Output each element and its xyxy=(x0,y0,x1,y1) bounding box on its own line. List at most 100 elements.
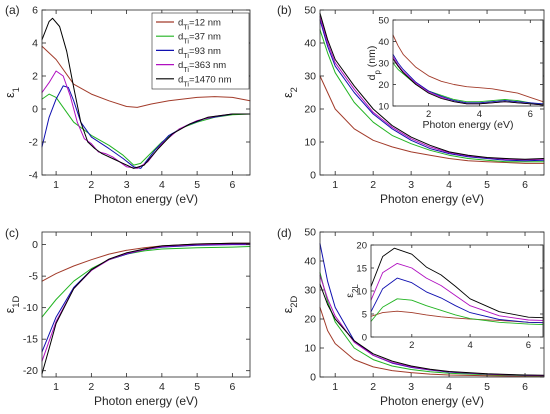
inset-1-ytick-label: 40 xyxy=(378,37,389,48)
panel-3-xtick-label: 4 xyxy=(446,381,452,393)
panel-1-xtick-label: 3 xyxy=(408,179,414,191)
y-axis-label: ε1D xyxy=(3,295,21,313)
panel-2-xtick-label: 4 xyxy=(159,381,165,393)
y-axis-label: ε1 xyxy=(3,87,21,98)
panel-3-xtick-label: 6 xyxy=(522,381,528,393)
panel-0-xtick-label: 5 xyxy=(194,179,200,191)
y-axis-label: ε2 xyxy=(281,87,299,98)
panel-0-ytick-label: 4 xyxy=(32,38,38,50)
panel-1-series-dTi_93nm xyxy=(319,19,545,162)
panel-1-series-dTi_37nm xyxy=(319,29,545,163)
legend-entry-dTi_93nm-rest: =93 nm xyxy=(189,46,221,57)
panel-2-frame xyxy=(41,231,251,378)
legend-entry-dTi_12nm-sub: Ti xyxy=(183,24,189,32)
inset-1-series-dTi_12nm xyxy=(392,34,544,103)
panel-3-xtick-label: 3 xyxy=(408,381,414,393)
panel-3-series-dTi_37nm xyxy=(319,272,545,377)
panel-2-xtick-label: 6 xyxy=(229,381,235,393)
inset-y-axis-label-sub: 2L xyxy=(351,284,360,293)
panel-3-series-dTi_1470nm xyxy=(319,283,545,376)
panel-0-xtick-label: 4 xyxy=(159,179,165,191)
panel-label: (c) xyxy=(5,226,19,240)
panel-1-series-dTi_363nm xyxy=(319,16,545,161)
panel-0-xtick-label: 3 xyxy=(124,179,130,191)
inset-1-background xyxy=(393,20,543,106)
legend-entry-dTi_363nm-base: d xyxy=(178,60,183,71)
y-axis-label-base: ε xyxy=(281,307,295,313)
inset-1-series-dTi_93nm xyxy=(392,53,544,105)
legend-entry-dTi_93nm: dTi=93 nm xyxy=(178,46,221,60)
panel-2-xtick-label: 1 xyxy=(53,381,59,393)
legend-entry-dTi_363nm-sub: Ti xyxy=(183,66,189,74)
legend-entry-dTi_93nm-sub: Ti xyxy=(183,52,189,60)
panel-label: (d) xyxy=(277,226,292,240)
panel-3-ytick-label: 30 xyxy=(304,285,316,297)
inset-3-series-dTi_363nm xyxy=(370,262,544,321)
panel-2-xtick-label: 2 xyxy=(88,381,94,393)
inset-1-ytick-label: 30 xyxy=(378,59,389,70)
x-axis-label: Photon energy (eV) xyxy=(94,192,198,206)
inset-1: 2 4 6 10 20 30 40 50 Photon energy (eV) dp (nm) xyxy=(366,16,544,131)
panel-0-xtick-label: 2 xyxy=(88,179,94,191)
x-axis-label: Photon energy (eV) xyxy=(380,192,484,206)
panel-3-ytick-label: 50 xyxy=(304,227,316,239)
panel-0-xtick-label: 1 xyxy=(53,179,59,191)
inset-3-xtick-label: 4 xyxy=(467,340,472,351)
panel-1-series-dTi_12nm xyxy=(319,75,545,164)
panel-3-ytick-label: 20 xyxy=(304,314,316,326)
inset-3-xtick-label: 2 xyxy=(409,340,414,351)
panel-1-frame xyxy=(319,9,545,176)
inset-y-axis-label: dp (nm) xyxy=(366,46,382,81)
inset-1-series-dTi_1470nm xyxy=(392,58,544,106)
legend-entry-dTi_1470nm-sub: Ti xyxy=(183,80,189,88)
panel-2-series-dTi_1470nm xyxy=(41,242,251,375)
panel-1-ytick-label: 20 xyxy=(304,104,316,116)
y-axis-label-base: ε xyxy=(281,92,295,98)
panel-3-series-dTi_12nm xyxy=(319,306,545,377)
panel-2-ytick-label: 0 xyxy=(32,239,38,251)
panel-2-xtick-label: 5 xyxy=(194,381,200,393)
legend-entry-dTi_37nm-base: d xyxy=(178,32,183,43)
panel-label: (b) xyxy=(277,3,292,17)
panel-3-ytick-label: 40 xyxy=(304,256,316,268)
panel-3-xtick-label: 1 xyxy=(332,381,338,393)
inset-3-series-dTi_12nm xyxy=(370,310,544,324)
legend-entry-dTi_1470nm-rest: =1470 nm xyxy=(189,74,232,85)
panel-0-ytick-label: -2 xyxy=(29,137,38,149)
panel-0-series-dTi_37nm xyxy=(41,93,251,166)
legend-entry-dTi_37nm-rest: =37 nm xyxy=(189,32,221,43)
panel-0-frame xyxy=(41,9,251,176)
legend-entry-dTi_37nm-sub: Ti xyxy=(183,38,189,46)
inset-x-axis-label: Photon energy (eV) xyxy=(422,119,513,131)
panel-3-frame xyxy=(319,231,545,378)
inset-y-axis-label: ε2L xyxy=(344,284,360,298)
inset-y-axis-label-rest: (nm) xyxy=(366,46,378,71)
inset-1-xtick-label: 6 xyxy=(528,109,533,120)
inset-1-xtick-label: 2 xyxy=(426,109,431,120)
panel-2-background xyxy=(42,232,250,377)
panel-2-ytick-label: -15 xyxy=(23,334,38,346)
legend-entry-dTi_93nm-base: d xyxy=(178,46,183,57)
inset-y-axis-label-base: d xyxy=(366,74,378,80)
inset-3-series-dTi_37nm xyxy=(370,298,544,326)
inset-y-axis-label-base: ε xyxy=(344,293,356,298)
panel-0-ytick-label: 2 xyxy=(32,71,38,83)
inset-y-axis-label-sub: p xyxy=(373,70,382,75)
inset-1-ytick-label: 20 xyxy=(378,80,389,91)
panel-1-ytick-label: 30 xyxy=(304,71,316,83)
panel-1-xtick-label: 6 xyxy=(522,179,528,191)
legend-entry-dTi_363nm-rest: =363 nm xyxy=(189,60,226,71)
y-axis-label-sub: 2D xyxy=(289,295,299,307)
y-axis-label-base: ε xyxy=(3,92,17,98)
y-axis-label-sub: 1 xyxy=(11,87,21,92)
inset-1-xtick-label: 4 xyxy=(477,109,482,120)
panel-2-xtick-label: 3 xyxy=(124,381,130,393)
x-axis-label: Photon energy (eV) xyxy=(94,394,198,408)
panel-1-series-dTi_1470nm xyxy=(319,12,545,160)
inset-1-ytick-label: 10 xyxy=(378,102,389,113)
panel-1-xtick-label: 4 xyxy=(446,179,452,191)
panel-2: 1 2 3 4 5 6 -20 -15 -10 -5 0 (c) Photon energy (eV) ε… xyxy=(3,226,251,408)
panel-0-ytick-label: 0 xyxy=(32,104,38,116)
inset-3-series-dTi_1470nm xyxy=(370,247,544,319)
